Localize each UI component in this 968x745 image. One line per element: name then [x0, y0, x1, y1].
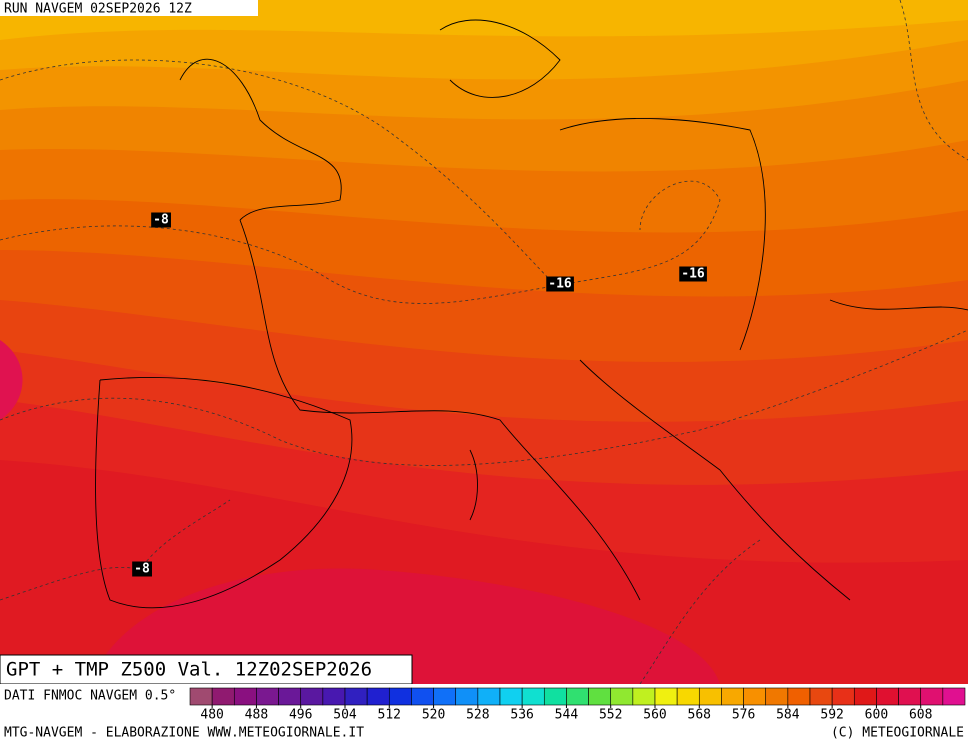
colorbar-tick-label: 600: [865, 708, 888, 723]
colorbar-tick-label: 576: [732, 708, 755, 723]
colorbar-box: [499, 687, 523, 706]
colorbar-box: [809, 687, 833, 706]
colorbar-box: [189, 687, 213, 706]
temp-label: -8: [153, 213, 169, 228]
temp-label-bg: [132, 561, 152, 577]
colorbar-box: [942, 687, 966, 706]
colorbar-tick-label: 608: [909, 708, 932, 723]
colorbar-box: [300, 687, 324, 706]
colorbar-box: [721, 687, 744, 706]
colorbar-box: [366, 687, 390, 706]
colorbar-tick-label: 496: [289, 708, 312, 723]
colorbar-box: [787, 687, 811, 706]
colorbar-box: [233, 687, 257, 706]
colorbar-tick-label: 560: [643, 708, 666, 723]
colorbar-box: [831, 687, 855, 706]
colorbar-box: [920, 687, 944, 706]
colorbar-tick-label: 504: [333, 708, 357, 723]
source-label: DATI FNMOC NAVGEM 0.5°: [4, 689, 176, 704]
colorbar-box: [876, 687, 899, 706]
colorbar-tick-label: 480: [200, 708, 223, 723]
colorbar-box: [610, 687, 634, 706]
colorbar-box: [344, 687, 368, 706]
colorbar-box: [411, 687, 434, 706]
colorbar-box: [256, 687, 279, 706]
colorbar-box: [566, 687, 589, 706]
temp-label: -16: [548, 277, 572, 292]
run-label: RUN NAVGEM 02SEP2026 12Z: [4, 2, 192, 17]
colorbar-box: [676, 687, 700, 706]
colorbar-box: [211, 687, 235, 706]
colorbar-tick-label: 592: [820, 708, 843, 723]
colorbar-box: [765, 687, 789, 706]
coastlines: [95, 19, 968, 609]
temp-label-bg: [546, 276, 574, 292]
colorbar-box: [588, 687, 612, 706]
colorbar-tick-label: 552: [599, 708, 622, 723]
contour-fill: [0, 0, 968, 684]
colorbar-box: [632, 687, 656, 706]
colorbar-box: [477, 687, 501, 706]
temp-label-bg: [679, 266, 707, 282]
colorbar-tick-label: 520: [422, 708, 445, 723]
temp-label-bg: [151, 212, 171, 228]
colorbar-box: [521, 687, 545, 706]
colorbar-tick-label: 512: [378, 708, 401, 723]
colorbar-box: [388, 687, 412, 706]
colorbar-box: [853, 687, 877, 706]
colorbar-tick-label: 528: [466, 708, 489, 723]
colorbar-box: [743, 687, 767, 706]
colorbar-box: [322, 687, 346, 706]
colorbar-tick-label: 488: [245, 708, 268, 723]
footer-right: (C) METEOGIORNALE: [831, 726, 964, 741]
colorbar-box: [455, 687, 479, 706]
run-box: [0, 0, 258, 16]
temp-label: -8: [134, 562, 150, 577]
colorbar-box: [654, 687, 678, 706]
colorbar-box: [278, 687, 302, 706]
product-label: GPT + TMP Z500 Val. 12Z02SEP2026: [6, 659, 372, 681]
colorbar-box: [543, 687, 567, 706]
colorbar-tick-label: 584: [776, 708, 800, 723]
colorbar-tick-label: 536: [510, 708, 533, 723]
footer-left: MTG-NAVGEM - ELABORAZIONE WWW.METEOGIORN…: [4, 726, 364, 741]
colorbar-tick-label: 544: [555, 708, 579, 723]
colorbar-tick-label: 568: [688, 708, 711, 723]
colorbar-box: [433, 687, 457, 706]
colorbar-box: [898, 687, 922, 706]
temp-label: -16: [681, 267, 705, 282]
colorbar-box: [698, 687, 722, 706]
